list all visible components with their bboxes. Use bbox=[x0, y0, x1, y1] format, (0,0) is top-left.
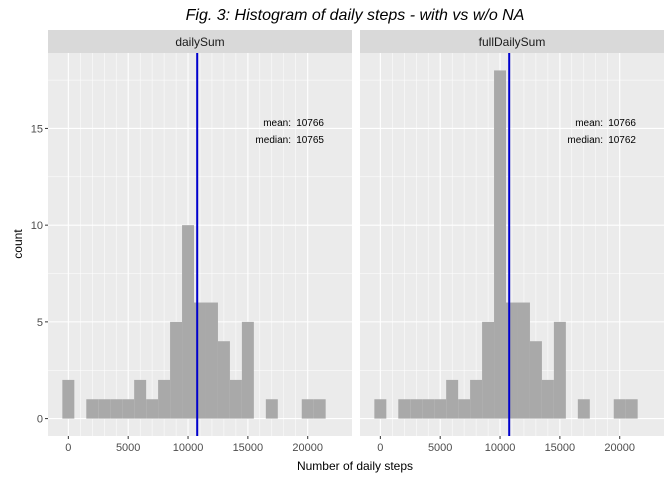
histogram-bar bbox=[170, 321, 183, 419]
strip-label: dailySum bbox=[175, 35, 224, 49]
histogram-bar bbox=[241, 321, 254, 419]
histogram-bar bbox=[541, 379, 554, 419]
mean-annotation-value: 10766 bbox=[608, 118, 636, 129]
median-annotation-label: median: bbox=[255, 135, 291, 146]
histogram-bar bbox=[625, 399, 638, 419]
x-tick-label: 15000 bbox=[545, 442, 576, 454]
y-tick-label: 0 bbox=[37, 414, 43, 426]
histogram-bar bbox=[217, 341, 230, 419]
histogram-bar bbox=[494, 70, 507, 419]
histogram-bar bbox=[434, 399, 447, 419]
panel-fullDailySum: fullDailySum mean: 10766 median: 10762 bbox=[360, 30, 664, 436]
y-axis: 0 5 10 15 bbox=[31, 123, 48, 426]
histogram-bar bbox=[134, 379, 147, 419]
histogram-bar bbox=[265, 399, 278, 419]
histogram-bar bbox=[398, 399, 411, 419]
x-tick-label: 20000 bbox=[292, 442, 323, 454]
median-annotation-value: 10765 bbox=[296, 135, 324, 146]
histogram-bar bbox=[194, 302, 206, 419]
x-axis-label: Number of daily steps bbox=[297, 459, 413, 473]
y-tick-label: 10 bbox=[31, 220, 43, 232]
x-tick-label: 20000 bbox=[604, 442, 635, 454]
histogram-bar bbox=[62, 379, 75, 419]
y-axis-label: count bbox=[11, 229, 25, 259]
histogram-bar bbox=[301, 399, 314, 419]
x-tick-label: 5000 bbox=[116, 442, 140, 454]
x-tick-label: 5000 bbox=[428, 442, 452, 454]
histogram-bar bbox=[205, 302, 218, 419]
histogram-bar bbox=[482, 321, 495, 419]
histogram-bar bbox=[422, 399, 435, 419]
histogram-bar bbox=[517, 302, 530, 419]
histogram-bar bbox=[313, 399, 326, 419]
mean-annotation-value: 10766 bbox=[296, 118, 324, 129]
histogram-bar bbox=[158, 379, 171, 419]
histogram-bar bbox=[410, 399, 423, 419]
panel-dailySum: dailySum mean: 10766 median: 10765 bbox=[48, 30, 352, 436]
histogram-bar bbox=[374, 399, 387, 419]
histogram-bar bbox=[98, 399, 111, 419]
strip-label: fullDailySum bbox=[479, 35, 546, 49]
median-annotation-label: median: bbox=[567, 135, 603, 146]
histogram-bar bbox=[458, 399, 471, 419]
histogram-bar bbox=[122, 399, 135, 419]
strip-background bbox=[48, 30, 352, 53]
y-tick-label: 5 bbox=[37, 317, 43, 329]
x-tick-label: 15000 bbox=[233, 442, 264, 454]
x-tick-label: 0 bbox=[377, 442, 383, 454]
histogram-bar bbox=[86, 399, 99, 419]
x-tick-label: 0 bbox=[65, 442, 71, 454]
histogram-bar bbox=[577, 399, 590, 419]
mean-annotation-label: mean: bbox=[263, 118, 291, 129]
x-tick-label: 10000 bbox=[173, 442, 204, 454]
histogram-bar bbox=[110, 399, 123, 419]
histogram-bar bbox=[446, 379, 459, 419]
y-tick-label: 15 bbox=[31, 123, 43, 135]
facet-panels: dailySum mean: 10766 median: 10765 fullDailyS… bbox=[48, 30, 664, 436]
histogram-bar bbox=[529, 341, 542, 419]
x-tick-label: 10000 bbox=[485, 442, 516, 454]
histogram-bar bbox=[470, 379, 483, 419]
histogram-bar bbox=[506, 302, 518, 419]
histogram-bar bbox=[229, 379, 242, 419]
histogram-bar bbox=[146, 399, 159, 419]
histogram-bar bbox=[613, 399, 626, 419]
histogram-bar bbox=[553, 321, 566, 419]
x-axis: 0 5000 10000 15000 20000 0 5000 10000 15000 20000 bbox=[65, 436, 635, 454]
chart-title: Fig. 3: Histogram of daily steps - with … bbox=[186, 7, 525, 24]
mean-annotation-label: mean: bbox=[575, 118, 603, 129]
histogram-bar bbox=[182, 225, 195, 419]
strip-background bbox=[360, 30, 664, 53]
median-annotation-value: 10762 bbox=[608, 135, 636, 146]
